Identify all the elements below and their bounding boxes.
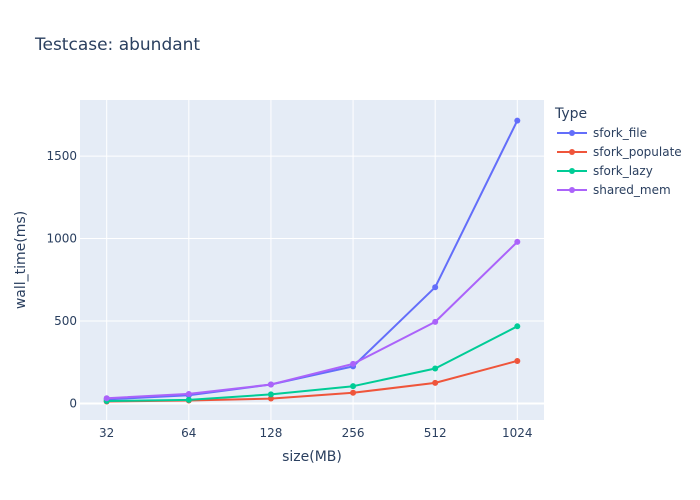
data-point <box>432 318 439 325</box>
data-point <box>185 396 192 403</box>
data-point <box>350 360 357 367</box>
y-tick-label: 1000 <box>46 232 77 246</box>
series-sfork-lazy <box>103 323 521 405</box>
data-point <box>267 381 274 388</box>
series-shared-mem <box>103 238 521 402</box>
legend-label: sfork_lazy <box>593 164 653 178</box>
legend-label: sfork_populate <box>593 145 682 159</box>
y-tick-label: 500 <box>54 314 77 328</box>
data-point <box>514 323 521 330</box>
legend-item-shared-mem: shared_mem <box>557 183 671 197</box>
data-point <box>432 365 439 372</box>
series-group <box>103 117 521 405</box>
data-point <box>267 391 274 398</box>
data-point <box>350 389 357 396</box>
x-tick-label: 256 <box>342 426 365 440</box>
x-tick-label: 512 <box>424 426 447 440</box>
x-axis-ticks: 32 64 128 256 512 1024 <box>99 426 533 440</box>
x-tick-label: 1024 <box>502 426 533 440</box>
x-axis-title: size(MB) <box>282 449 342 465</box>
series-line <box>106 120 519 401</box>
legend: Type sfork_file sfork_populate sfork_lazys… <box>554 106 682 197</box>
data-point <box>185 390 192 397</box>
x-tick-label: 32 <box>99 426 114 440</box>
legend-title: Type <box>554 106 587 122</box>
legend-item-sfork-populate: sfork_populate <box>557 145 682 159</box>
data-point <box>267 395 274 402</box>
legend-swatch-marker <box>569 130 575 136</box>
x-tick-label: 64 <box>181 426 196 440</box>
y-tick-label: 1500 <box>46 149 77 163</box>
series-line <box>106 241 518 400</box>
data-point <box>350 383 357 390</box>
data-point <box>514 117 521 124</box>
chart-title: Testcase: abundant <box>34 35 200 55</box>
legend-item-sfork-file: sfork_file <box>557 126 647 140</box>
y-axis-ticks: 0 500 1000 1500 <box>46 149 77 410</box>
data-point <box>514 238 521 245</box>
series-line <box>106 325 518 402</box>
data-point <box>514 357 521 364</box>
legend-swatch-marker <box>569 187 575 193</box>
data-point <box>432 284 439 291</box>
legend-swatch-marker <box>569 149 575 155</box>
legend-label: shared_mem <box>593 183 671 197</box>
plot-area <box>80 100 544 420</box>
gridlines <box>80 100 544 420</box>
x-tick-label: 128 <box>259 426 282 440</box>
data-point <box>432 379 439 386</box>
y-tick-label: 0 <box>69 397 77 411</box>
data-point <box>103 395 110 402</box>
legend-item-sfork-lazy: sfork_lazy <box>557 164 653 178</box>
y-axis-title: wall_time(ms) <box>13 211 29 309</box>
legend-label: sfork_file <box>593 126 647 140</box>
legend-swatch-marker <box>569 168 575 174</box>
